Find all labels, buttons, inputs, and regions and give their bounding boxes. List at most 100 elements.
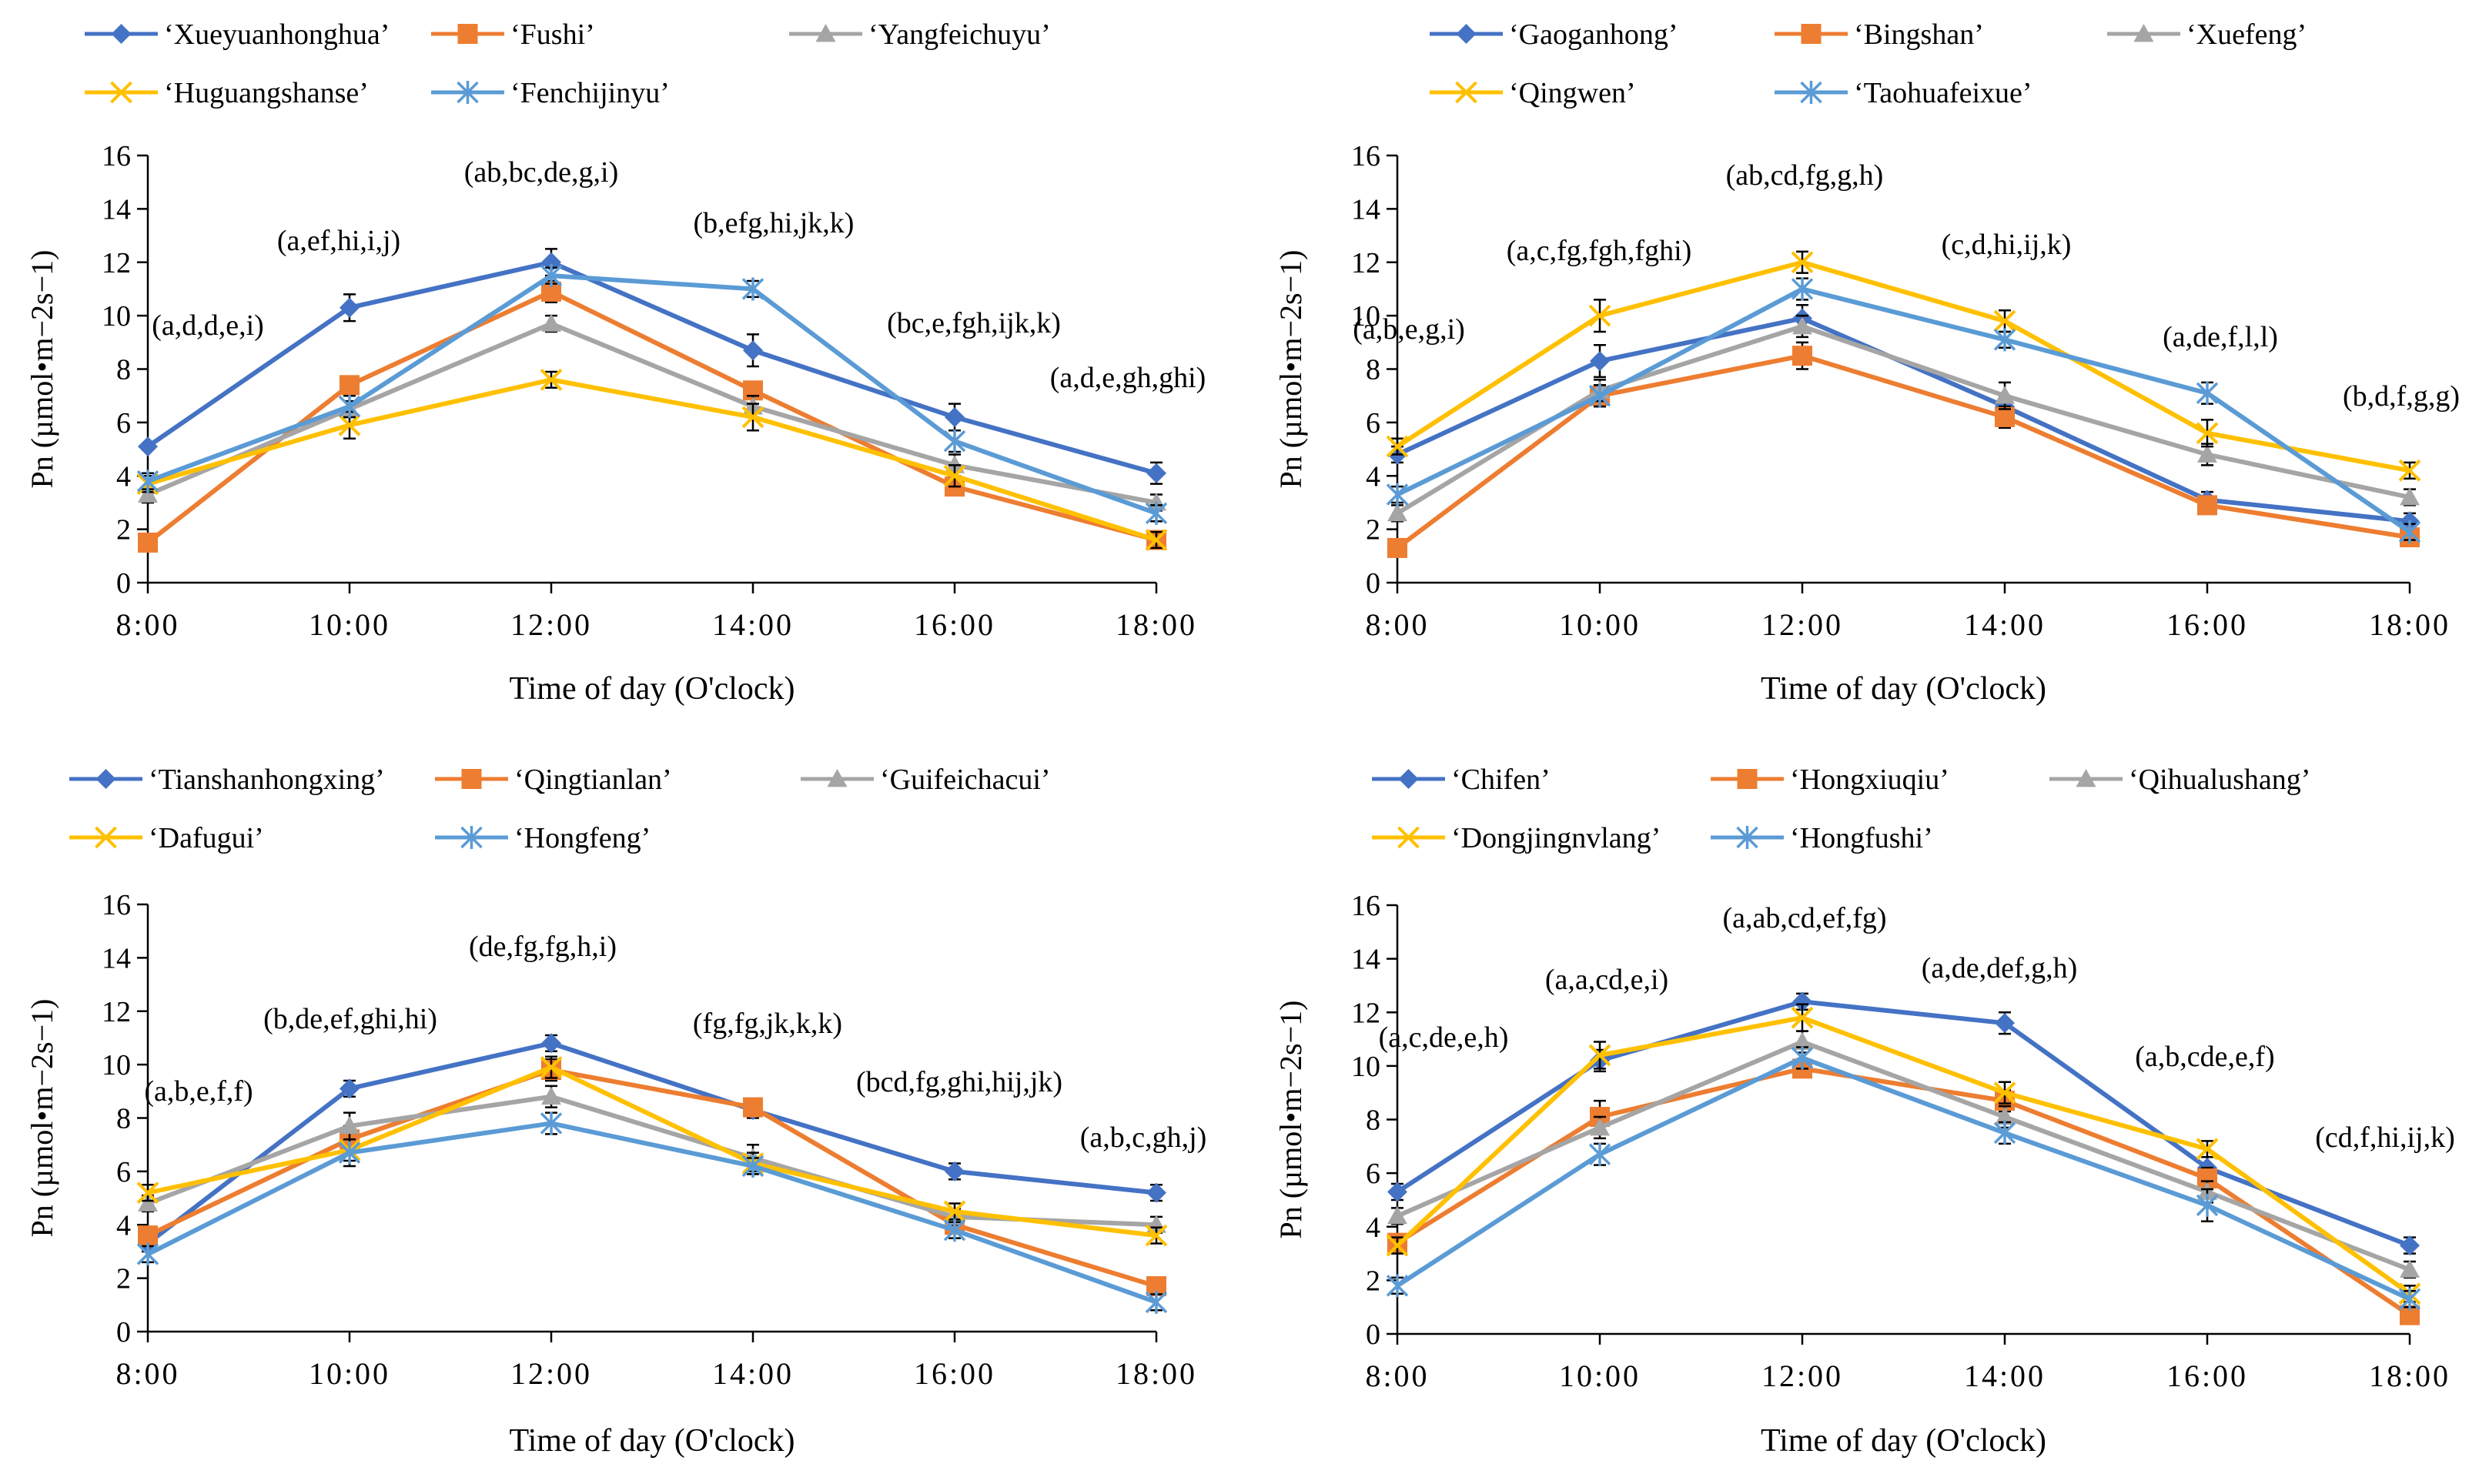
data-point	[945, 406, 965, 427]
data-point	[743, 1097, 763, 1118]
data-point	[1588, 1044, 1611, 1067]
data-point	[138, 436, 158, 457]
x-tick-label: 8:00	[1365, 1359, 1429, 1393]
data-point	[340, 375, 360, 396]
legend-marker	[2133, 24, 2154, 42]
y-tick-label: 10	[102, 1049, 131, 1081]
data-point	[2398, 520, 2421, 544]
y-axis-title: Pn (µmol•m−2s−1)	[1273, 250, 1308, 489]
data-point	[540, 1111, 563, 1135]
series-line	[1396, 999, 2411, 1248]
legend-item: ‘Huguangshanse’	[85, 77, 369, 109]
data-point	[1386, 1234, 1409, 1257]
data-point	[2400, 1235, 2420, 1256]
legend-marker	[1455, 81, 1477, 104]
y-tick-label: 16	[1351, 890, 1380, 922]
legend-marker	[457, 81, 479, 104]
significance-annotation: (a,d,e,gh,ghi)	[1050, 362, 1206, 394]
data-point	[2197, 444, 2217, 463]
legend-label: ‘Qingtianlan’	[514, 764, 672, 796]
x-tick-label: 8:00	[115, 607, 179, 642]
series-line	[146, 259, 1157, 476]
significance-annotation: (a,c,de,e,h)	[1379, 1021, 1509, 1054]
x-axis-title: Time of day (O'clock)	[1761, 671, 2046, 707]
legend-label: ‘Bingshan’	[1854, 18, 1984, 51]
data-point	[1145, 529, 1168, 551]
data-point	[1387, 1182, 1407, 1202]
x-tick-label: 8:00	[1365, 607, 1429, 642]
y-tick-label: 2	[1366, 1265, 1380, 1297]
legend-item: ‘Qingwen’	[1430, 77, 1636, 109]
legend-label: ‘Hongfeng’	[514, 822, 651, 854]
significance-annotation: (a,de,f,l,l)	[2163, 321, 2278, 353]
x-tick-label: 18:00	[1116, 1356, 1197, 1391]
legend-item: ‘Qihualushang’	[2049, 764, 2310, 796]
data-point	[1146, 1182, 1166, 1203]
significance-annotation: (bc,e,fgh,ijk,k)	[887, 307, 1061, 339]
series-2	[1387, 341, 2420, 558]
data-point	[2400, 487, 2420, 506]
significance-annotation: (a,b,c,gh,j)	[1080, 1121, 1207, 1154]
data-point	[540, 368, 563, 391]
data-point	[2196, 1138, 2219, 1161]
data-point	[138, 1225, 158, 1246]
y-tick-label: 4	[1366, 1212, 1380, 1244]
significance-annotation: (b,de,ef,ghi,hi)	[263, 1003, 437, 1035]
y-tick-label: 2	[116, 1263, 131, 1295]
x-tick-label: 16:00	[2166, 1359, 2248, 1393]
legend-label: ‘Taohuafeixue’	[1854, 77, 2032, 109]
data-point	[1993, 328, 2016, 352]
series-5	[136, 264, 1168, 525]
data-point	[1995, 1013, 2015, 1034]
legend-marker	[1800, 81, 1822, 104]
data-point	[138, 484, 158, 503]
data-point	[338, 1141, 361, 1165]
x-tick-label: 18:00	[1116, 607, 1197, 642]
data-point	[1145, 501, 1168, 525]
y-tick-label: 16	[102, 889, 131, 921]
legend-marker	[95, 826, 117, 849]
y-tick-label: 6	[1366, 407, 1380, 440]
x-tick-label: 16:00	[2166, 607, 2248, 642]
y-tick-label: 16	[102, 140, 131, 172]
x-tick-label: 18:00	[2369, 607, 2451, 642]
significance-annotation: (a,ab,cd,ef,fg)	[1722, 902, 1886, 934]
series-line	[1396, 1055, 2411, 1302]
data-point	[741, 1154, 764, 1178]
data-point	[338, 413, 361, 436]
legend-label: ‘Dafugui’	[149, 822, 264, 854]
legend-label: ‘Hongfushi’	[1790, 822, 1933, 854]
data-point	[340, 1115, 360, 1135]
series-4	[136, 368, 1168, 551]
data-point	[1145, 1224, 1168, 1247]
y-tick-label: 14	[102, 193, 131, 226]
data-point	[943, 1218, 966, 1242]
data-point	[1995, 386, 2015, 404]
y-tick-label: 6	[1366, 1158, 1380, 1190]
y-tick-label: 0	[1366, 567, 1380, 600]
legend-label: ‘Yangfeichuyu’	[868, 18, 1051, 51]
data-point	[1590, 1117, 1610, 1136]
legend-item: ‘Yangfeichuyu’	[789, 18, 1051, 51]
y-tick-label: 8	[116, 1103, 131, 1135]
x-tick-label: 12:00	[1761, 607, 1843, 642]
data-point	[1386, 1274, 1409, 1298]
series-line	[146, 273, 1158, 516]
x-tick-label: 10:00	[1559, 607, 1641, 642]
legend-marker	[460, 826, 483, 849]
data-point	[2196, 1193, 2219, 1217]
legend-marker	[461, 769, 482, 789]
series-line	[146, 1094, 1157, 1228]
y-tick-label: 2	[1366, 514, 1380, 546]
legend-marker	[827, 769, 848, 787]
series-4	[1386, 250, 2421, 482]
data-point	[2196, 422, 2219, 445]
series-line	[146, 1121, 1158, 1305]
y-tick-label: 4	[1366, 460, 1380, 493]
legend-item: ‘Dongjingnvlang’	[1372, 822, 1661, 854]
y-tick-label: 10	[1351, 1051, 1380, 1083]
data-point	[541, 1086, 561, 1105]
legend-label: ‘Dongjingnvlang’	[1451, 822, 1661, 854]
legend-item: ‘Chifen’	[1372, 764, 1551, 796]
data-point	[1995, 406, 2015, 427]
